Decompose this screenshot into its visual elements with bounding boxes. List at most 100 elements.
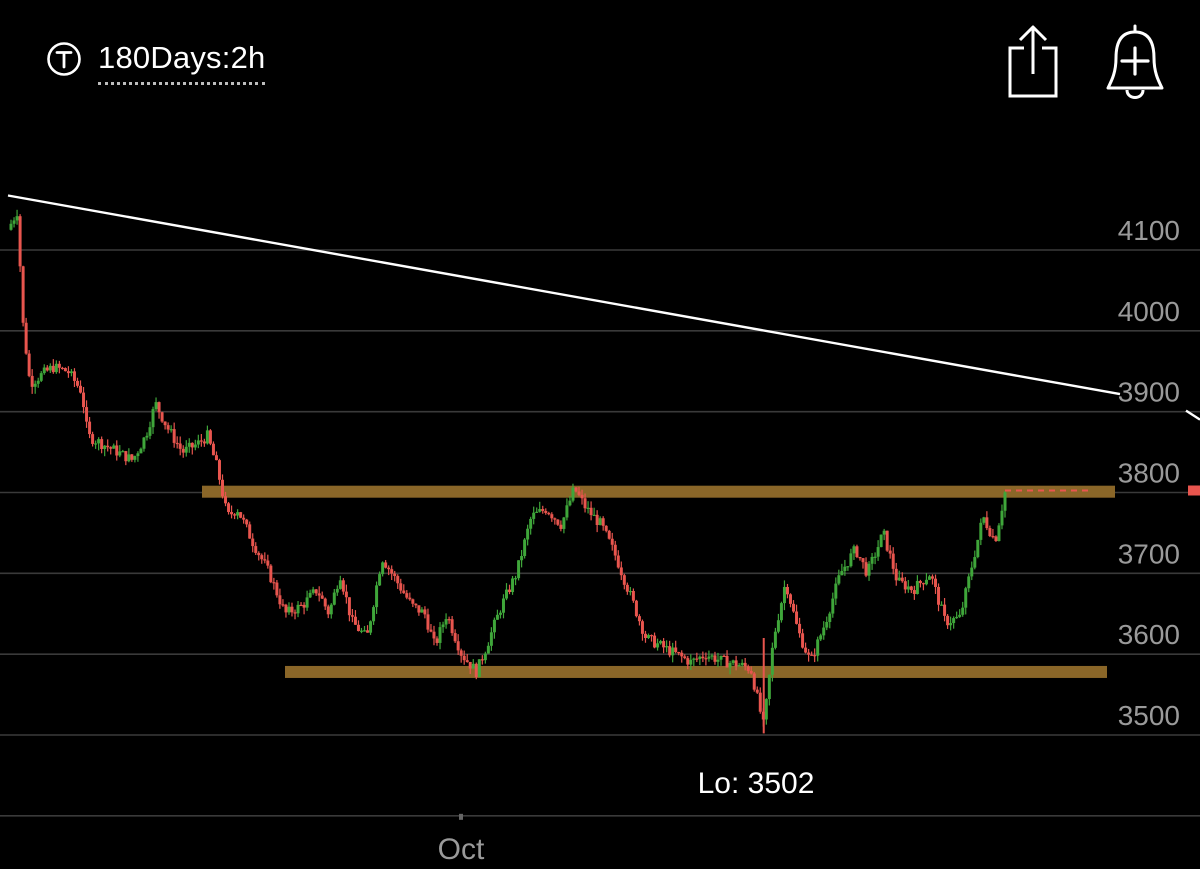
candle-body [991,536,995,538]
candle-body [885,530,889,551]
candle-body [492,619,496,633]
candle-body [112,445,116,449]
candle-body [390,569,394,574]
candle-body [477,659,481,678]
candle-body [66,371,70,374]
candle-body [547,512,551,515]
candle-body [767,674,771,700]
low-label: Lo: 3502 [698,767,815,800]
candle-body [432,631,436,639]
candle-body [236,512,240,516]
candle-body [341,580,345,592]
candle-body [958,614,962,617]
candle-body [193,444,197,448]
candle-body [834,583,838,599]
candle-body [338,580,342,589]
candle-body [468,661,472,669]
candle-body [535,511,539,513]
candle-body [985,517,989,529]
candle-body [435,638,439,643]
candle-body [505,589,508,599]
candle-body [145,435,149,438]
candle-body [320,595,324,599]
candle-body [160,412,164,422]
candle-body [601,518,605,526]
y-tick-label: 3600 [1118,619,1180,650]
candle-body [680,652,684,657]
candle-body [305,597,309,608]
x-tick-mark [459,813,463,820]
candle-body [97,439,101,444]
candle-body [329,604,333,615]
candle-body [381,562,385,575]
candle-body [683,656,687,659]
candle-body [583,498,587,509]
candle-body [308,592,312,598]
timeframe-selector[interactable]: 180Days:2h [98,40,266,85]
candle-body [372,607,376,622]
share-icon[interactable] [1000,22,1066,102]
candle-body [810,654,814,656]
candle-body [347,597,351,616]
candle-body [882,530,886,535]
candle-body [275,582,279,596]
candle-body [157,402,161,413]
y-tick-label: 4000 [1118,296,1180,327]
candle-body [423,609,427,615]
candle-body [997,525,1001,542]
candle-body [776,620,780,632]
candle-body [353,616,357,625]
candle-body [722,655,726,657]
candle-body [544,510,548,513]
candle-body [825,621,829,628]
candle-body [489,632,493,646]
candle-body [677,652,681,654]
candle-body [628,591,632,593]
trendline-stub [1185,409,1200,421]
candle-body [172,429,176,443]
candle-body [33,383,37,387]
candle-body [356,624,360,632]
candle-body [369,621,373,633]
candle-body [879,534,883,548]
candle-body [1003,492,1007,511]
candle-body [927,576,931,580]
candle-body [133,456,137,460]
candle-body [897,577,901,581]
candle-body [921,583,925,585]
candle-body [813,655,817,657]
candle-body [408,597,412,600]
candle-body [142,437,146,449]
bell-plus-icon[interactable] [1100,22,1170,102]
candle-body [151,409,155,428]
candle-body [961,607,965,615]
candle-body [710,655,714,657]
candle-body [900,577,904,582]
candle-body [12,220,16,224]
candle-body [529,518,533,529]
candle-body [233,514,237,516]
candle-body [163,421,167,426]
candle-body [344,591,348,598]
candle-body [217,460,221,480]
candle-body [994,536,998,542]
candle-body [571,487,575,501]
candle-body [48,365,52,371]
candle-body [72,371,76,381]
candle-body [181,448,185,453]
candle-body [266,560,270,566]
candle-body [121,451,125,453]
candle-body [281,604,285,606]
candle-body [619,567,623,576]
candle-body [109,447,113,449]
candle-body [640,621,644,634]
candle-body [456,641,460,651]
candle-body [57,363,61,368]
candle-body [574,487,578,492]
candle-body [577,491,581,495]
price-chart[interactable]: 3500 3600 3700 3800 3900 4000 4100 Oct Lo: 350… [0,110,1200,869]
candle-body [39,373,43,381]
candle-body [782,586,786,604]
candle-body [888,550,892,554]
candle-body [807,652,811,655]
